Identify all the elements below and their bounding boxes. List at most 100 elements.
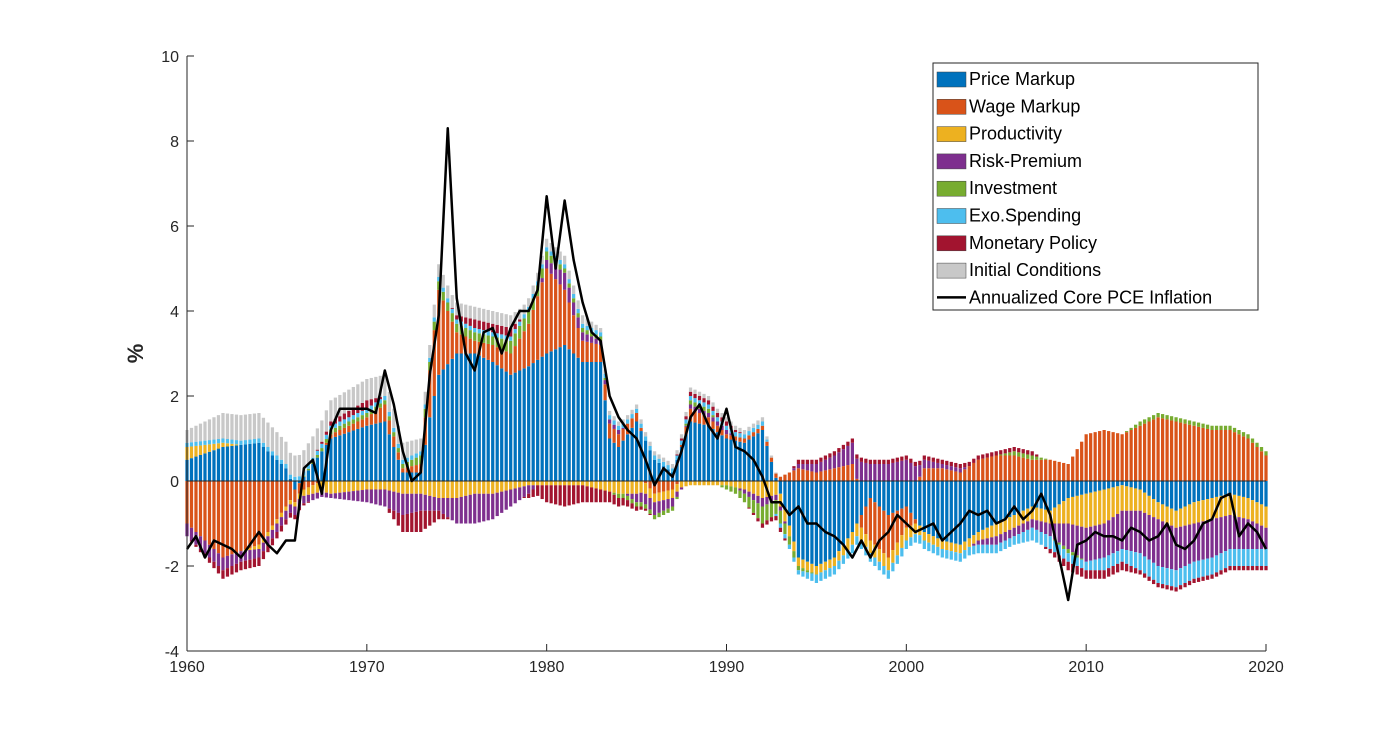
bar-exo-spending (1017, 534, 1021, 544)
bar-risk-premium (1012, 527, 1016, 537)
bar-monetary-policy (1075, 566, 1079, 575)
bar-wage-markup (1062, 462, 1066, 481)
bar-productivity (396, 481, 400, 493)
bar-price-markup (1098, 481, 1102, 491)
bar-wage-markup (1259, 451, 1264, 481)
bar-exo-spending (563, 264, 567, 269)
bar-wage-markup (1066, 464, 1070, 481)
bar-monetary-policy (1219, 570, 1223, 575)
bar-price-markup (423, 444, 427, 482)
bar-risk-premium (342, 492, 346, 500)
bar-wage-markup (374, 410, 378, 424)
bar-productivity (904, 527, 908, 541)
bar-price-markup (769, 461, 774, 482)
bar-exo-spending (733, 432, 738, 437)
bar-price-markup (279, 464, 284, 481)
bar-risk-premium (581, 332, 585, 341)
bar-productivity (194, 445, 198, 457)
bar-productivity (333, 481, 337, 494)
bar-initial-conditions (747, 426, 751, 432)
bar-risk-premium (612, 424, 616, 429)
bar-monetary-policy (909, 458, 913, 463)
bar-wage-markup (1125, 432, 1129, 482)
y-tick-label: 4 (170, 304, 179, 321)
bar-investment (446, 302, 450, 311)
bar-risk-premium (936, 462, 940, 469)
bar-investment (1129, 427, 1133, 431)
bar-monetary-policy (1241, 566, 1246, 571)
bar-exo-spending (616, 425, 621, 430)
bar-exo-spending (473, 328, 477, 333)
bar-risk-premium (1192, 523, 1196, 562)
bar-wage-markup (1210, 430, 1214, 481)
bar-productivity (1008, 517, 1012, 530)
bar-risk-premium (837, 452, 841, 468)
bar-investment (338, 425, 342, 430)
bar-investment (1255, 442, 1259, 447)
bar-monetary-policy (423, 510, 427, 529)
bar-risk-premium (1120, 510, 1124, 549)
bar-price-markup (338, 435, 342, 481)
bar-monetary-policy (733, 430, 738, 433)
bar-monetary-policy (374, 398, 378, 403)
legend-swatch-productivity (936, 126, 967, 142)
bar-initial-conditions (567, 270, 571, 280)
bar-price-markup (828, 481, 832, 560)
bar-exo-spending (706, 404, 711, 409)
bar-wage-markup (1250, 442, 1255, 481)
bar-investment (383, 400, 387, 405)
bar-price-markup (616, 447, 621, 481)
bar-risk-premium (554, 266, 558, 280)
bar-investment (378, 403, 382, 408)
bar-productivity (1116, 486, 1120, 514)
bar-investment (621, 493, 625, 498)
bar-risk-premium (365, 489, 369, 503)
bar-price-markup (1241, 481, 1246, 497)
bar-investment (616, 493, 621, 498)
bar-wage-markup (859, 515, 863, 528)
bar-risk-premium (513, 488, 517, 504)
bar-wage-markup (805, 470, 810, 482)
bar-investment (756, 503, 760, 519)
bar-risk-premium (697, 408, 702, 413)
bar-investment (1250, 438, 1255, 443)
bar-risk-premium (625, 493, 630, 496)
bar-exo-spending (558, 260, 562, 265)
bar-risk-premium (1026, 521, 1030, 530)
bar-wage-markup (837, 467, 841, 481)
bar-risk-premium (585, 334, 589, 342)
bar-price-markup (567, 349, 571, 481)
bar-risk-premium (423, 494, 427, 511)
bar-investment (738, 490, 742, 498)
bar-exo-spending (230, 439, 234, 444)
bar-initial-conditions (531, 285, 535, 294)
bar-exo-spending (1071, 555, 1075, 564)
bar-monetary-policy (778, 527, 783, 532)
bar-investment (1178, 418, 1183, 423)
bar-initial-conditions (351, 386, 355, 409)
bar-exo-spending (468, 325, 472, 331)
bar-price-markup (311, 464, 315, 481)
bar-productivity (464, 481, 468, 496)
bar-price-markup (958, 481, 962, 545)
bar-price-markup (1129, 481, 1133, 488)
bar-wage-markup (513, 346, 517, 373)
bar-productivity (455, 481, 459, 498)
bar-risk-premium (670, 498, 675, 507)
bar-investment (670, 506, 675, 511)
bar-wage-markup (949, 470, 953, 482)
bar-price-markup (1107, 481, 1111, 489)
bar-productivity (212, 443, 216, 451)
bar-initial-conditions (437, 264, 441, 277)
bar-risk-premium (783, 521, 787, 524)
bar-initial-conditions (284, 441, 288, 464)
bar-wage-markup (243, 481, 248, 550)
bar-price-markup (972, 481, 976, 536)
bar-productivity (900, 535, 904, 548)
bar-productivity (1241, 496, 1246, 519)
bar-risk-premium (392, 491, 396, 511)
bar-productivity (1080, 494, 1084, 527)
bar-risk-premium (1196, 522, 1201, 561)
bar-wage-markup (1057, 461, 1061, 482)
bar-exo-spending (486, 331, 490, 336)
